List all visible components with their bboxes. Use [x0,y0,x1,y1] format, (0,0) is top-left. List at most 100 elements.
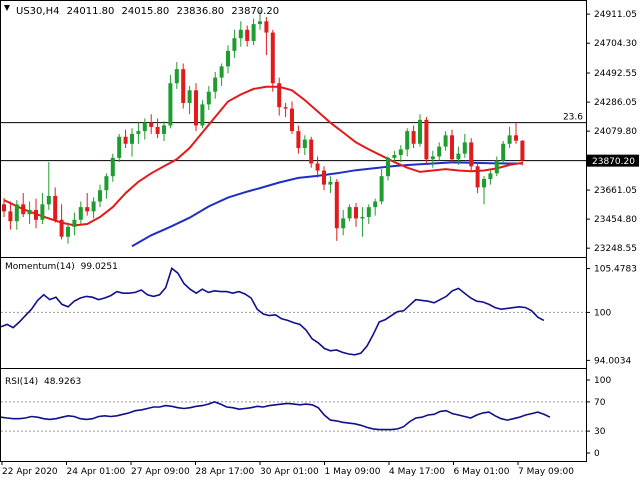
candle-body [418,119,422,144]
price-tick-label: 23454.80 [594,215,637,225]
candle [418,114,422,147]
candle-body [59,219,64,237]
candle-body [123,136,128,144]
rsi-current: 48.9263 [44,377,81,387]
candle-body [162,125,166,134]
price-tick-label: 24911.05 [594,10,637,20]
candle-body [174,69,179,84]
momentum-panel [0,257,587,369]
candle [424,117,429,164]
time-tick-label: 22 Apr 2020 [2,467,58,477]
candle [149,114,154,134]
candle-body [360,216,365,219]
candle [194,83,198,132]
candle [315,156,320,178]
candle [104,173,109,199]
candle-body [386,157,390,177]
candle-body [181,69,186,103]
time-tick-label: 1 May 09:00 [325,467,381,477]
candle [219,63,224,87]
candle-body [315,163,320,171]
candle-body [354,207,358,219]
price-tick-label: 24286.05 [594,98,637,108]
candle [475,162,480,194]
ma-slow-line [131,161,523,248]
candle [405,128,410,157]
candle [168,74,173,129]
candle-body [494,160,499,174]
candle [66,222,70,244]
candle-body [142,122,147,132]
collapse-arrow-icon[interactable] [4,5,10,11]
candle [206,86,211,110]
candle-body [14,204,19,222]
candle-body [104,176,109,191]
time-tick-label: 4 May 17:00 [389,467,445,477]
candle-body [309,139,314,164]
candle [8,201,13,230]
candle [488,170,493,185]
rsi-tick-label: 70 [594,398,606,408]
candle-body [251,24,256,42]
candle [238,21,243,47]
candle-body [155,126,160,134]
candle [162,121,166,141]
candle [430,150,435,168]
candle [200,100,205,129]
rsi-title: RSI(14) [5,377,38,387]
candle-body [283,107,288,109]
candle-body [130,133,134,144]
candle [117,133,122,163]
candle-body [232,38,237,51]
momentum-tick-label: 105.4783 [594,265,637,275]
rsi-tick-label: 0 [594,449,600,459]
candle-body [206,91,211,105]
candle-body [226,50,230,67]
candle-body [347,207,352,219]
candle [283,102,288,118]
candle-body [392,155,397,158]
candle-body [238,29,243,39]
candle [130,128,134,157]
svg-text:Momentum(14) 99.0251: Momentum(14) 99.0251 [5,262,118,272]
candle [46,162,51,210]
candle [245,25,250,47]
panels [0,0,587,462]
candle [72,212,77,236]
current-price-marker [587,154,639,167]
candle-body [213,77,218,92]
candle [507,126,512,149]
candle-body [430,156,435,160]
candle [501,140,506,164]
candle [398,145,403,163]
symbol-label: US30,H4 [16,6,59,17]
open-value: 24011.80 [67,6,115,17]
candle-body [149,122,154,127]
candle-body [8,211,13,222]
candle [232,29,237,58]
candle [213,71,218,99]
candle-body [405,131,410,150]
price-tick-label: 24704.30 [594,39,637,49]
candle [373,198,378,216]
candle-body [373,201,378,208]
candle-body [520,140,525,161]
candle-body [341,218,346,229]
candle [78,201,83,225]
candle-body [277,83,282,108]
candle [322,166,326,191]
rsi-panel [0,368,587,462]
momentum-title: Momentum(14) [5,262,75,272]
candle [21,193,26,217]
candle [290,101,294,134]
candle [347,204,352,222]
candle-body [110,157,115,177]
candle [309,136,314,168]
candle [181,63,186,109]
candle-body [46,195,51,205]
candle [14,200,19,230]
svg-text:US30,H4 24011.80: US30,H4 24011.80 24015.80 23836.80 23870… [16,6,279,17]
candle [174,62,179,89]
time-tick-label: 24 Apr 01:00 [67,467,126,477]
